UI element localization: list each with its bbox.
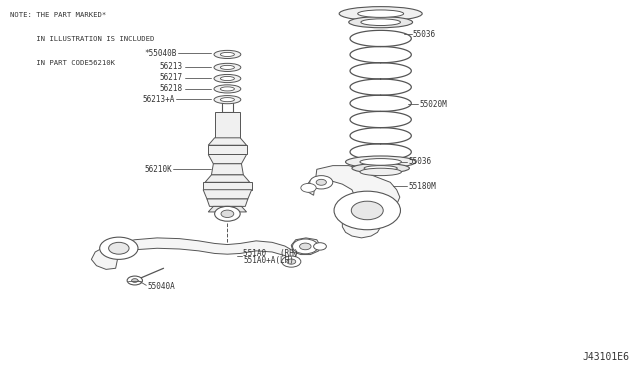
Ellipse shape bbox=[220, 52, 234, 57]
Polygon shape bbox=[208, 206, 246, 212]
Ellipse shape bbox=[346, 156, 416, 168]
Polygon shape bbox=[205, 175, 250, 182]
Text: 55036: 55036 bbox=[408, 157, 431, 166]
Polygon shape bbox=[92, 243, 119, 269]
Circle shape bbox=[310, 176, 333, 189]
Polygon shape bbox=[207, 199, 248, 206]
Ellipse shape bbox=[361, 19, 401, 26]
Polygon shape bbox=[214, 112, 240, 138]
Circle shape bbox=[127, 276, 143, 285]
Ellipse shape bbox=[349, 17, 413, 28]
Text: 55040A: 55040A bbox=[148, 282, 175, 291]
Polygon shape bbox=[211, 164, 243, 175]
Text: 56218: 56218 bbox=[159, 84, 182, 93]
Ellipse shape bbox=[364, 166, 397, 171]
Polygon shape bbox=[203, 190, 252, 199]
Polygon shape bbox=[306, 166, 400, 238]
Polygon shape bbox=[208, 145, 246, 154]
Text: 551A0   (RH): 551A0 (RH) bbox=[243, 249, 299, 258]
Polygon shape bbox=[291, 238, 320, 254]
Circle shape bbox=[132, 279, 138, 282]
Ellipse shape bbox=[220, 87, 234, 91]
Circle shape bbox=[301, 183, 316, 192]
Text: 56213: 56213 bbox=[159, 62, 182, 71]
Circle shape bbox=[214, 206, 240, 221]
Text: 56217: 56217 bbox=[159, 73, 182, 82]
Ellipse shape bbox=[214, 96, 241, 104]
Circle shape bbox=[300, 243, 311, 250]
Text: 55180M: 55180M bbox=[408, 182, 436, 190]
Circle shape bbox=[292, 239, 318, 254]
Circle shape bbox=[334, 191, 401, 230]
Ellipse shape bbox=[220, 65, 234, 70]
Text: NOTE: THE PART MARKED*: NOTE: THE PART MARKED* bbox=[10, 12, 106, 18]
Text: 55036: 55036 bbox=[413, 29, 436, 39]
Text: IN PART CODE56210K: IN PART CODE56210K bbox=[10, 60, 115, 66]
Text: *55040B: *55040B bbox=[144, 49, 176, 58]
Text: J43101E6: J43101E6 bbox=[583, 352, 630, 362]
Ellipse shape bbox=[214, 63, 241, 71]
Circle shape bbox=[221, 210, 234, 218]
Ellipse shape bbox=[214, 50, 241, 58]
Ellipse shape bbox=[339, 7, 422, 21]
Polygon shape bbox=[119, 238, 296, 264]
Circle shape bbox=[109, 242, 129, 254]
Text: 56213+A: 56213+A bbox=[142, 95, 174, 104]
Ellipse shape bbox=[220, 97, 234, 102]
Text: IN ILLUSTRATION IS INCLUDED: IN ILLUSTRATION IS INCLUDED bbox=[10, 36, 155, 42]
Circle shape bbox=[316, 179, 326, 185]
Ellipse shape bbox=[214, 74, 241, 83]
Polygon shape bbox=[208, 138, 246, 145]
Ellipse shape bbox=[352, 163, 410, 173]
Circle shape bbox=[287, 259, 296, 264]
Text: 55020M: 55020M bbox=[419, 100, 447, 109]
Ellipse shape bbox=[360, 168, 401, 176]
Text: 56210K: 56210K bbox=[144, 165, 172, 174]
Polygon shape bbox=[208, 154, 246, 164]
Circle shape bbox=[282, 256, 301, 267]
Circle shape bbox=[351, 201, 383, 220]
Circle shape bbox=[314, 243, 326, 250]
Polygon shape bbox=[203, 182, 252, 190]
Ellipse shape bbox=[220, 77, 234, 81]
Ellipse shape bbox=[214, 85, 241, 93]
Ellipse shape bbox=[358, 10, 404, 17]
Text: 551A0+A(LH): 551A0+A(LH) bbox=[243, 256, 294, 265]
Ellipse shape bbox=[360, 158, 401, 165]
Circle shape bbox=[100, 237, 138, 259]
